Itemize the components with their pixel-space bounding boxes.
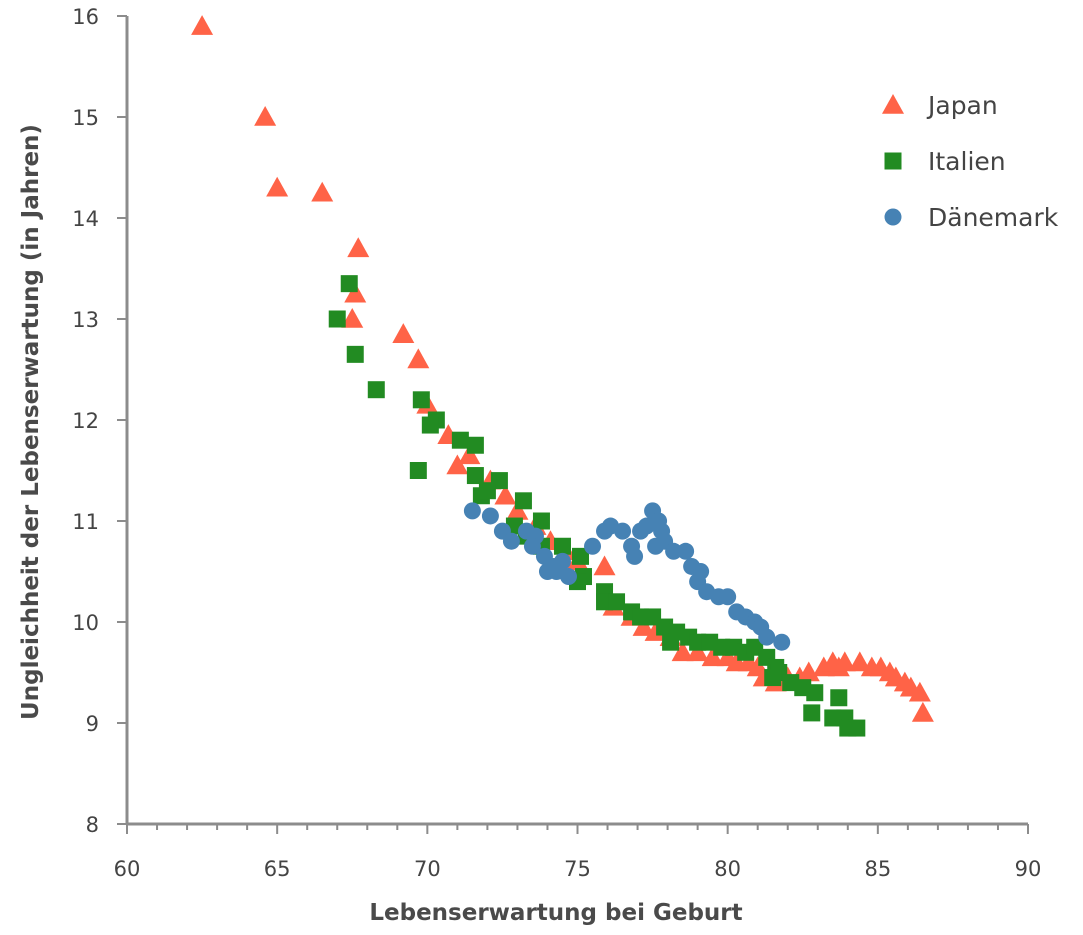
data-point-circle	[481, 507, 499, 525]
data-point-circle	[538, 563, 556, 580]
data-point-triangle	[644, 621, 667, 641]
data-point-triangle	[344, 282, 367, 303]
x-tick-label: 70	[414, 857, 441, 881]
data-point-circle	[677, 542, 695, 560]
data-point-square	[421, 416, 439, 434]
data-point-square	[532, 512, 550, 530]
data-point-triangle	[701, 646, 724, 667]
data-point-triangle	[848, 651, 871, 672]
data-point-triangle	[506, 499, 529, 520]
data-point-square	[608, 593, 626, 611]
data-point-square	[409, 462, 427, 479]
x-axis-title: Lebenserwartung bei Geburt	[369, 900, 742, 926]
legend: Japan Italien Dänemark	[882, 91, 1059, 232]
data-point-square	[340, 275, 358, 293]
series-square	[328, 275, 866, 737]
data-point-circle	[523, 537, 541, 555]
legend-label: Dänemark	[928, 203, 1059, 232]
data-point-square	[572, 547, 590, 565]
legend-item: Japan	[882, 91, 998, 120]
data-point-triangle	[446, 454, 469, 475]
data-point-triangle	[797, 661, 820, 682]
y-tick-label: 9	[86, 712, 99, 736]
data-point-triangle	[812, 656, 835, 677]
data-point-triangle	[266, 176, 289, 197]
data-point-circle	[614, 522, 632, 540]
data-point-square	[803, 704, 821, 722]
data-point-triangle	[341, 308, 364, 328]
data-point-triangle	[593, 555, 616, 576]
data-point-square	[824, 709, 842, 727]
data-point-square	[466, 436, 484, 454]
y-tick-label: 11	[72, 510, 99, 534]
legend-label: Japan	[926, 91, 998, 120]
data-point-square	[848, 719, 866, 737]
data-point-triangle	[191, 15, 214, 35]
x-tick-label: 85	[864, 857, 891, 881]
x-tick-label: 90	[1015, 857, 1042, 881]
data-point-triangle	[254, 106, 277, 126]
data-point-triangle	[458, 444, 481, 465]
data-point-triangle	[494, 484, 517, 505]
y-tick-label: 8	[86, 813, 99, 837]
data-point-square	[830, 689, 848, 707]
y-tick-label: 12	[72, 409, 99, 433]
data-point-square	[553, 537, 571, 555]
data-point-circle	[719, 588, 737, 606]
data-point-circle	[647, 537, 665, 555]
plot-area	[191, 15, 934, 737]
data-point-triangle	[671, 641, 694, 662]
data-point-triangle	[311, 181, 334, 202]
data-point-square	[514, 492, 532, 510]
data-point-triangle	[632, 616, 655, 636]
x-tick-label: 75	[564, 857, 591, 881]
data-point-square	[367, 381, 385, 399]
legend-marker-circle	[884, 208, 902, 226]
data-point-square	[764, 669, 782, 687]
legend-item: Italien	[884, 147, 1006, 176]
y-tick-label: 16	[72, 5, 99, 29]
data-point-square	[662, 633, 680, 651]
data-point-triangle	[407, 348, 430, 369]
data-point-circle	[665, 542, 683, 560]
data-point-square	[466, 467, 484, 485]
data-point-triangle	[686, 641, 709, 662]
legend-marker-square	[884, 152, 902, 170]
data-point-square	[346, 345, 364, 363]
y-tick-label: 15	[72, 106, 99, 130]
x-tick-label: 80	[714, 857, 741, 881]
series-circle	[463, 502, 791, 651]
data-point-circle	[773, 633, 791, 651]
legend-label: Italien	[928, 147, 1006, 176]
legend-marker-triangle	[882, 94, 904, 114]
data-point-circle	[626, 547, 644, 565]
data-point-circle	[502, 532, 520, 550]
data-point-triangle	[392, 323, 415, 343]
data-point-circle	[758, 628, 776, 646]
data-point-triangle	[911, 701, 934, 722]
data-point-square	[478, 482, 496, 500]
data-point-triangle	[347, 237, 370, 258]
data-point-square	[412, 391, 430, 409]
data-point-square	[451, 431, 469, 449]
y-axis-title: Ungleichheit der Lebenserwartung (in Jah…	[18, 124, 44, 720]
data-point-square	[806, 684, 824, 702]
y-tick-label: 14	[72, 207, 99, 231]
data-point-triangle	[833, 651, 856, 672]
series-triangle	[191, 15, 934, 722]
data-point-square	[328, 310, 346, 328]
data-point-triangle	[908, 681, 931, 702]
data-point-circle	[584, 537, 602, 555]
y-tick-label: 13	[72, 308, 99, 332]
axes: 60 65 70 75 80 85 90 8 9 10 11 12 13 14 15 16	[72, 5, 1041, 881]
y-tick-label: 10	[72, 611, 99, 635]
x-tick-label: 60	[114, 857, 141, 881]
data-point-circle	[463, 502, 481, 520]
x-tick-label: 65	[264, 857, 291, 881]
legend-item: Dänemark	[884, 203, 1059, 232]
